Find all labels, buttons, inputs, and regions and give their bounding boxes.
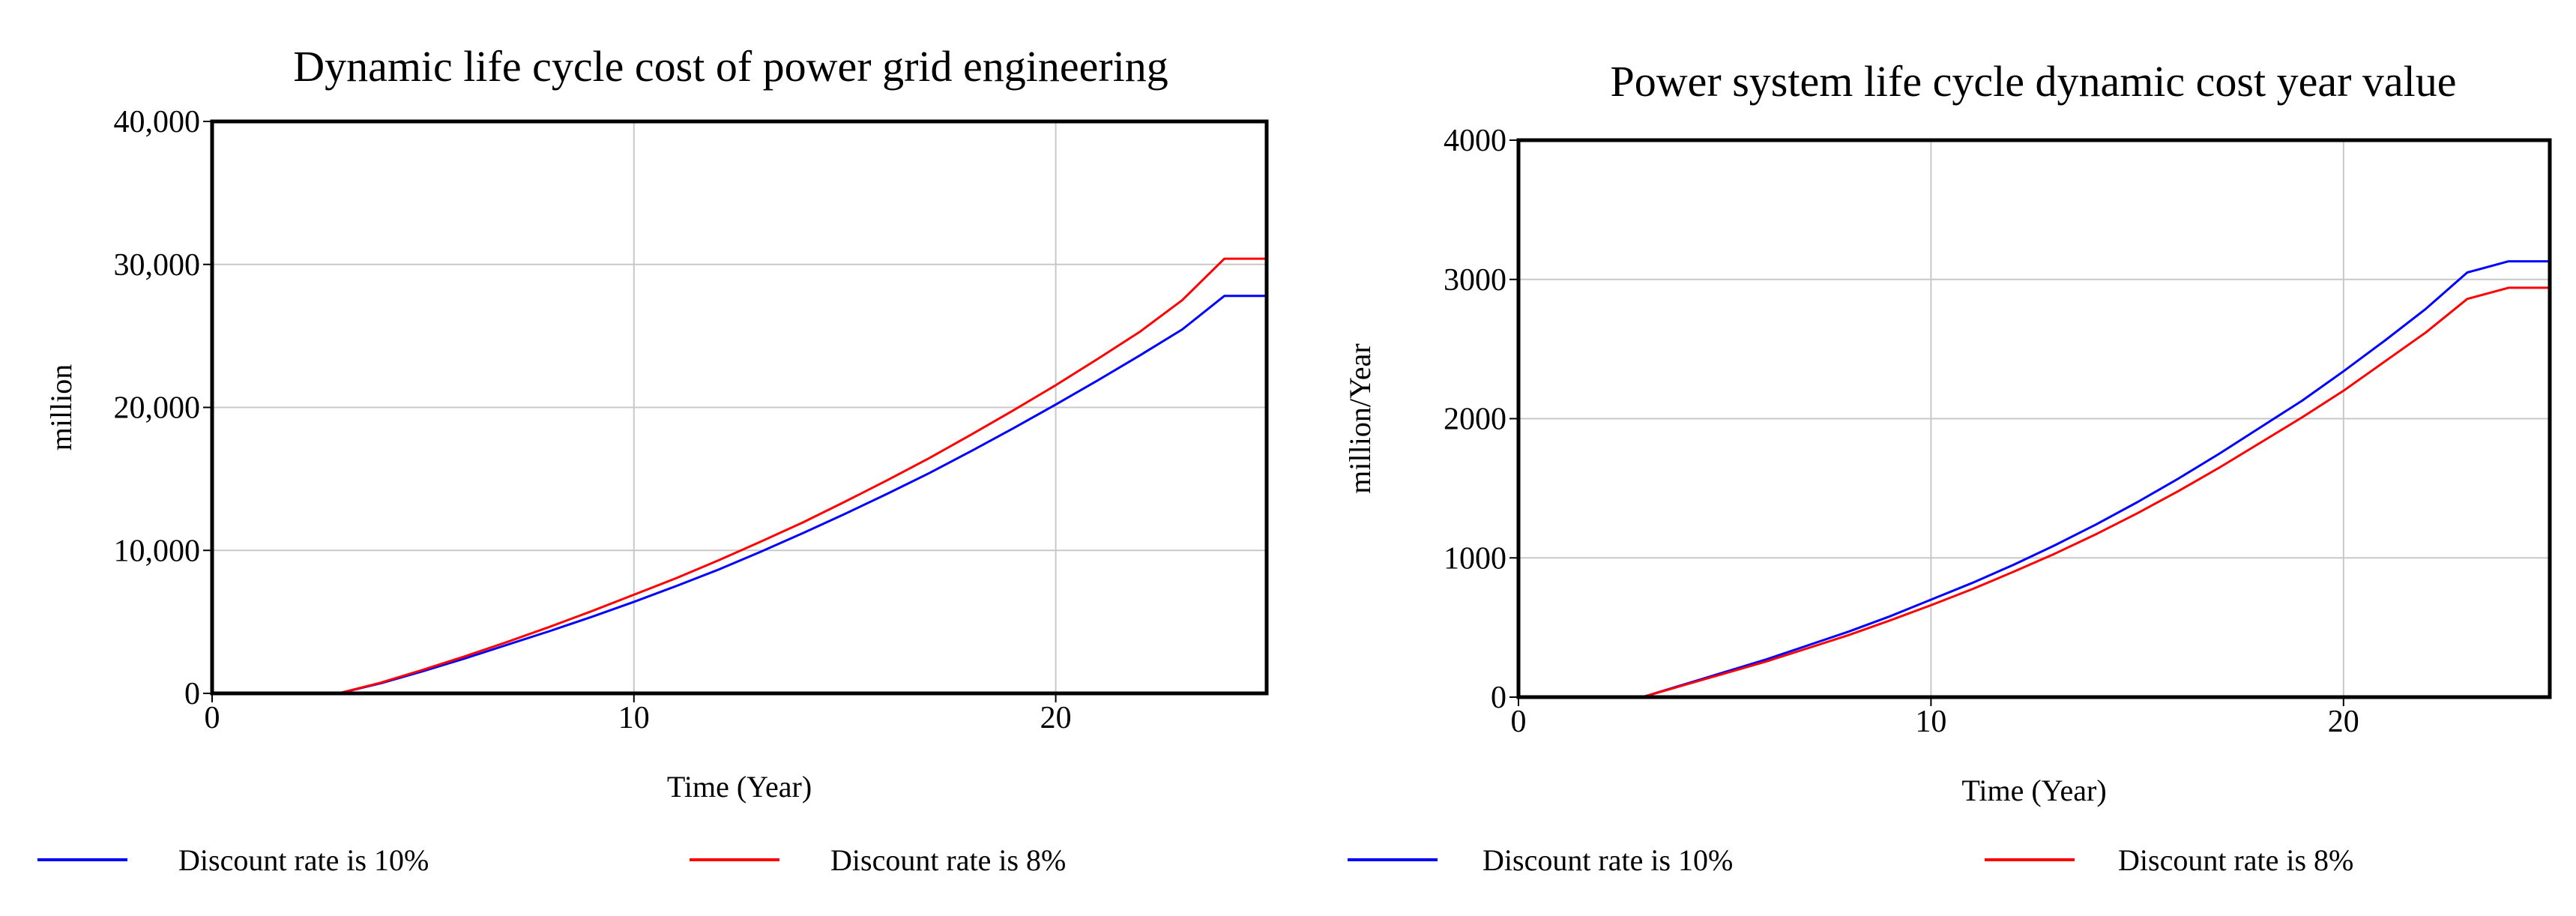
x-axis-label: Time (Year) [667, 770, 812, 804]
x-tick-label: 0 [1511, 705, 1527, 739]
series-line-discount-10 [1518, 260, 2550, 699]
y-tick-label: 1000 [1444, 541, 1506, 576]
plot-frame [1516, 138, 2552, 699]
series-line-discount-8 [1518, 286, 2550, 699]
y-axis-label: million/Year [1343, 343, 1377, 493]
series-line-discount-10 [212, 295, 1267, 695]
y-tick-label: 4000 [1444, 124, 1506, 158]
chart-title: Dynamic life cycle cost of power grid en… [293, 42, 1168, 91]
y-axis-label: million [44, 364, 78, 451]
chart-right-svg: Power system life cycle dynamic cost yea… [1343, 57, 2552, 877]
series-line-discount-8 [212, 257, 1267, 695]
chart-left-svg: Dynamic life cycle cost of power grid en… [37, 42, 1269, 877]
y-tick-label: 0 [1491, 681, 1506, 715]
y-tick-label: 30,000 [114, 248, 201, 283]
chart-panel-left: Dynamic life cycle cost of power grid en… [37, 42, 1269, 877]
chart-panel-right: Power system life cycle dynamic cost yea… [1288, 0, 2576, 916]
x-tick-label: 10 [618, 701, 650, 735]
y-tick-label: 3000 [1444, 263, 1506, 298]
y-tick-label: 10,000 [114, 534, 201, 568]
x-axis-label: Time (Year) [1961, 774, 2106, 807]
legend-label: Discount rate is 10% [1482, 843, 1733, 877]
legend-label: Discount rate is 8% [2118, 843, 2353, 877]
plot-frame [210, 119, 1269, 696]
x-tick-label: 0 [205, 701, 220, 735]
y-tick-label: 2000 [1444, 403, 1506, 437]
x-tick-label: 20 [2328, 705, 2359, 739]
y-tick-label: 0 [184, 677, 200, 711]
y-tick-label: 40,000 [114, 105, 201, 139]
x-tick-label: 10 [1915, 705, 1946, 739]
legend-label: Discount rate is 8% [830, 843, 1066, 877]
y-tick-label: 20,000 [114, 391, 201, 426]
x-tick-label: 20 [1040, 701, 1072, 735]
chart-title: Power system life cycle dynamic cost yea… [1611, 57, 2457, 106]
legend-label: Discount rate is 10% [178, 843, 429, 877]
